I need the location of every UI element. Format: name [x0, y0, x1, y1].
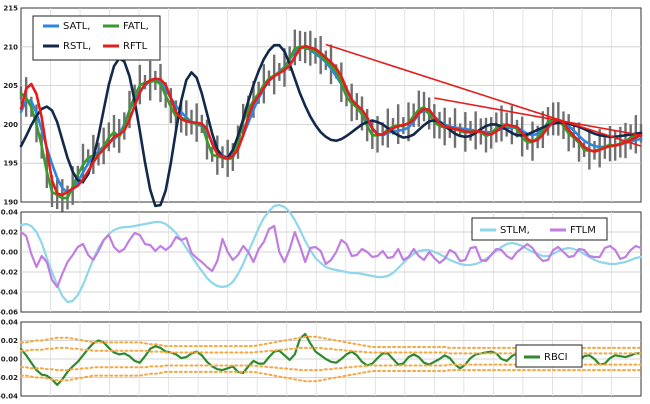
y-tick-label: -0.06	[0, 309, 18, 317]
band-line	[20, 369, 642, 383]
y-tick-label: -0.02	[0, 269, 18, 277]
rftl-line	[19, 44, 643, 197]
legend-box	[515, 344, 583, 368]
y-tick-label: 0.02	[1, 229, 18, 237]
legend-label: RSTL,	[63, 41, 91, 52]
rbci-panel: -0.04 -0.02 0.00 0.02 0.04 RBCI	[0, 319, 643, 401]
legend-label: SATL,	[63, 21, 90, 32]
y-tick-label: -0.02	[0, 374, 18, 382]
legend: SATL, FATL, RSTL, RFTL	[32, 15, 161, 61]
y-tick-label: 195	[3, 160, 18, 168]
fatl-line	[19, 45, 643, 200]
legend-box	[471, 217, 608, 241]
legend-box	[32, 15, 161, 61]
band-line	[20, 346, 642, 355]
y-tick-label: 190	[3, 199, 18, 207]
y-tick-label: -0.04	[0, 393, 18, 401]
legend: RBCI	[515, 344, 583, 368]
band-line	[20, 363, 642, 372]
legend-label: STLM,	[500, 225, 530, 236]
y-tick-label: 200	[3, 121, 18, 129]
price-panel: 190 195 200 205 210 215 SATL, FATL, RSTL, RFTL	[3, 5, 643, 216]
legend-label: RFTL	[123, 41, 148, 52]
legend: STLM, FTLM	[471, 217, 608, 241]
trendline	[434, 97, 642, 137]
y-tick-label: 0.00	[1, 249, 18, 257]
y-tick-label: -0.04	[0, 289, 18, 297]
y-tick-label: 0.04	[1, 209, 18, 217]
y-tick-label: 0.02	[1, 337, 18, 345]
trendline	[325, 43, 642, 147]
legend-label: FTLM	[570, 225, 596, 236]
ftlm-line	[19, 224, 643, 289]
stlm-ftlm-panel: -0.06 -0.04 -0.02 0.00 0.02 0.04 STLM, FTLM	[0, 203, 643, 317]
legend-label: RBCI	[544, 352, 568, 363]
legend-label: FATL,	[123, 21, 149, 32]
y-tick-label: 215	[3, 5, 18, 13]
y-tick-label: 0.04	[1, 319, 18, 327]
y-tick-label: 210	[3, 43, 18, 51]
rstl-line	[19, 43, 643, 208]
y-tick-label: 205	[3, 82, 18, 90]
y-tick-label: 0.00	[1, 356, 18, 364]
